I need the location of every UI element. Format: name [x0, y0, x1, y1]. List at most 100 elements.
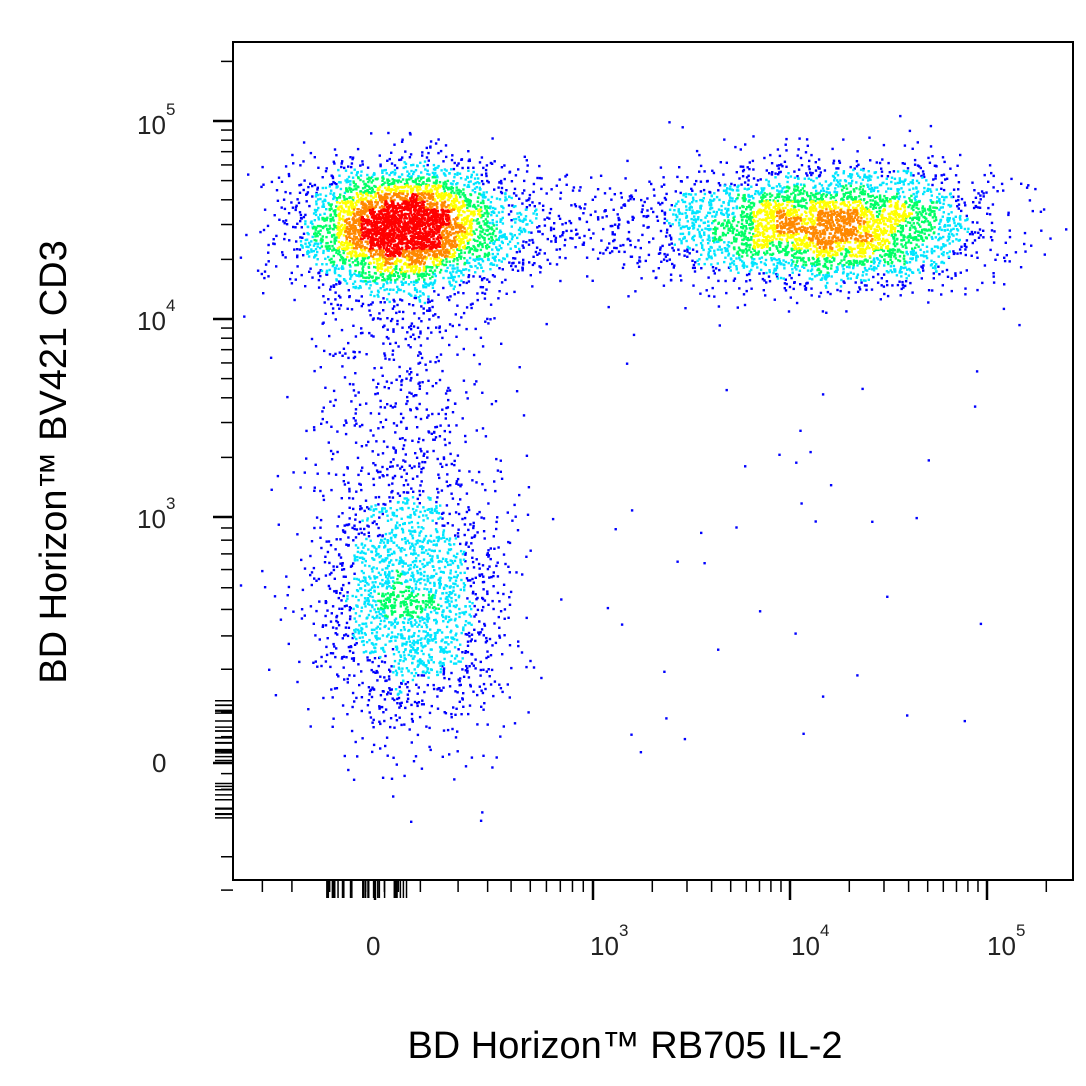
- event-dot: [404, 497, 406, 499]
- event-dot: [355, 544, 357, 546]
- event-dot: [715, 213, 717, 215]
- event-dot: [733, 260, 735, 262]
- event-dot: [489, 268, 491, 270]
- event-dot: [431, 306, 433, 308]
- event-dot: [1043, 208, 1045, 210]
- event-dot: [410, 821, 412, 823]
- event-dot: [469, 605, 471, 607]
- event-dot: [330, 652, 332, 654]
- event-dot: [631, 256, 633, 258]
- event-dot: [606, 215, 608, 217]
- event-dot: [453, 576, 455, 578]
- event-dot: [372, 450, 374, 452]
- event-dot: [334, 291, 336, 293]
- event-dot: [392, 331, 394, 333]
- event-dot: [583, 207, 585, 209]
- event-dot: [640, 199, 642, 201]
- event-dot: [946, 269, 948, 271]
- event-dot: [384, 301, 386, 303]
- event-dot: [355, 536, 357, 538]
- event-dot: [412, 508, 414, 510]
- event-dot: [330, 450, 332, 452]
- event-dot: [583, 242, 585, 244]
- event-dot: [337, 675, 339, 677]
- event-dot: [346, 713, 348, 715]
- event-dot: [403, 723, 405, 725]
- event-dot: [933, 277, 935, 279]
- event-dot: [349, 615, 351, 617]
- event-dot: [391, 631, 393, 633]
- event-dot: [364, 632, 366, 634]
- event-dot: [411, 741, 413, 743]
- event-dot: [273, 238, 275, 240]
- event-dot: [457, 291, 459, 293]
- event-dot: [862, 169, 864, 171]
- event-dot: [456, 354, 458, 356]
- event-dot: [471, 479, 473, 481]
- event-dot: [364, 552, 366, 554]
- event-dot: [482, 260, 484, 262]
- event-dot: [977, 192, 979, 194]
- event-dot: [823, 190, 825, 192]
- event-dot: [465, 633, 467, 635]
- event-dot: [380, 539, 382, 541]
- event-dot: [338, 515, 340, 517]
- event-dot: [395, 524, 397, 526]
- event-dot: [982, 230, 984, 232]
- event-dot: [366, 178, 368, 180]
- event-dot: [400, 582, 402, 584]
- event-dot: [379, 706, 381, 708]
- event-dot: [378, 312, 380, 314]
- event-dot: [347, 342, 349, 344]
- event-dot: [513, 218, 515, 220]
- event-dot: [468, 181, 470, 183]
- event-dot: [432, 565, 434, 567]
- event-dot: [736, 207, 738, 209]
- event-dot: [759, 257, 761, 259]
- event-dot: [771, 162, 773, 164]
- event-dot: [437, 708, 439, 710]
- event-dot: [868, 188, 870, 190]
- event-dot: [419, 290, 421, 292]
- event-dot: [436, 674, 438, 676]
- event-dot: [330, 620, 332, 622]
- event-dot: [787, 172, 789, 174]
- event-dot: [427, 677, 429, 679]
- event-dot: [498, 290, 500, 292]
- event-dot: [437, 316, 439, 318]
- event-dot: [708, 248, 710, 250]
- event-dot: [309, 574, 311, 576]
- event-dot: [470, 585, 472, 587]
- event-dot: [296, 681, 298, 683]
- event-dot: [439, 379, 441, 381]
- event-dot: [458, 596, 460, 598]
- event-dot: [403, 444, 405, 446]
- event-dot: [311, 195, 313, 197]
- event-dot: [370, 550, 372, 552]
- event-dot: [419, 560, 421, 562]
- event-dot: [395, 379, 397, 381]
- event-dot: [377, 383, 379, 385]
- event-dot: [978, 201, 980, 203]
- event-dot: [459, 612, 461, 614]
- event-dot: [772, 272, 774, 274]
- event-dot: [671, 247, 673, 249]
- event-dot: [329, 353, 331, 355]
- event-dot: [699, 225, 701, 227]
- event-dot: [343, 167, 345, 169]
- event-dot: [379, 476, 381, 478]
- event-dot: [387, 578, 389, 580]
- event-dot: [495, 528, 497, 530]
- event-dot: [345, 600, 347, 602]
- event-dot: [987, 181, 989, 183]
- event-dot: [318, 286, 320, 288]
- event-dot: [382, 342, 384, 344]
- event-dot: [426, 392, 428, 394]
- event-dot: [411, 322, 413, 324]
- event-dot: [433, 597, 435, 599]
- event-dot: [430, 511, 432, 513]
- event-dot: [977, 232, 979, 234]
- event-dot: [568, 220, 570, 222]
- event-dot: [399, 557, 401, 559]
- event-dot: [446, 626, 448, 628]
